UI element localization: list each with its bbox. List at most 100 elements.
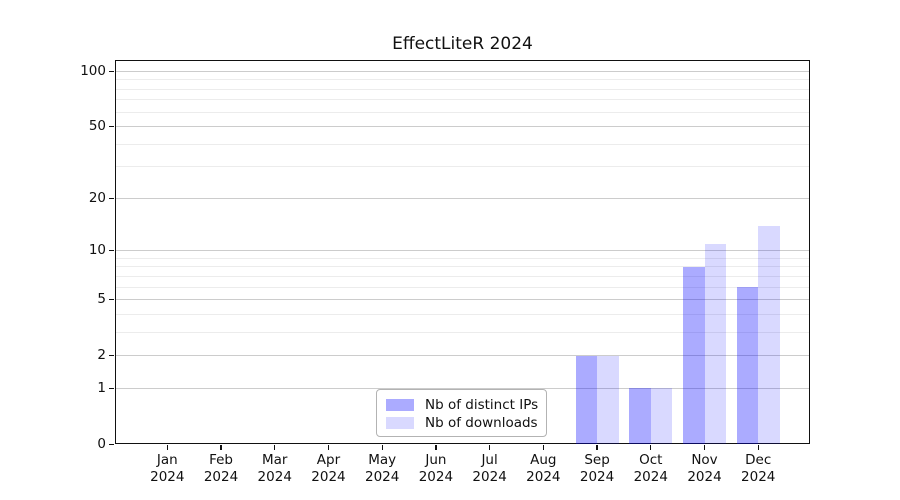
legend-swatch-distinct-ips — [386, 398, 414, 412]
legend-item: Nb of downloads — [386, 414, 538, 432]
x-tick-label-line: Oct — [639, 451, 663, 468]
x-tick-label-line: 2024 — [741, 468, 776, 485]
legend-label: Nb of distinct IPs — [425, 397, 539, 413]
bar-downloads — [597, 355, 619, 445]
gridline-major — [116, 387, 809, 389]
y-tick-label: 50 — [88, 118, 106, 135]
bar-downloads — [758, 225, 780, 445]
gridline-minor — [116, 99, 809, 101]
gridline-major — [116, 355, 809, 357]
y-tick-label: 100 — [80, 63, 106, 79]
x-tick-label: Mar 2024 — [239, 452, 311, 486]
y-tick-mark — [109, 126, 114, 128]
x-tick-mark — [166, 444, 168, 450]
x-tick-label-line: 2024 — [579, 468, 615, 485]
x-tick-mark — [274, 444, 276, 450]
gridline-major — [116, 197, 809, 199]
y-tick-label: 20 — [88, 189, 106, 206]
gridline-minor — [116, 331, 809, 333]
x-tick-label: Feb 2024 — [185, 452, 257, 486]
y-tick-mark — [109, 70, 114, 73]
legend: Nb of distinct IPs Nb of downloads — [376, 389, 547, 437]
y-tick-label: 10 — [88, 242, 106, 259]
y-tick-mark — [109, 197, 114, 200]
legend-label: Nb of downloads — [425, 415, 538, 431]
gridline-minor — [116, 266, 809, 268]
bar-distinct-ips — [575, 355, 598, 445]
x-tick-label: Jun 2024 — [400, 452, 472, 486]
x-tick-label: Oct 2024 — [615, 452, 687, 486]
x-tick-label-line: 2024 — [526, 468, 561, 485]
x-tick-label: Apr 2024 — [292, 452, 364, 486]
y-tick-label: 2 — [97, 347, 106, 364]
y-tick-label: 1 — [97, 379, 106, 396]
gridline-minor — [116, 143, 809, 145]
x-tick-label-line: 2024 — [472, 468, 507, 485]
legend-item: Nb of distinct IPs — [386, 396, 539, 414]
x-tick-label-line: 2024 — [203, 468, 239, 485]
x-tick-label-line: Feb — [209, 451, 233, 468]
x-tick-label-line: Aug — [530, 451, 557, 468]
x-tick-label-line: Apr — [316, 451, 341, 468]
gridline-major — [116, 250, 809, 252]
x-tick-label-line: 2024 — [418, 468, 454, 485]
x-tick-label-line: Nov — [691, 451, 718, 468]
x-tick-label-line: Sep — [584, 451, 610, 468]
gridline-minor — [116, 79, 809, 81]
y-tick-mark — [109, 443, 114, 446]
x-tick-label-line: 2024 — [633, 468, 668, 485]
bar-downloads — [650, 388, 673, 445]
x-tick-mark — [488, 444, 491, 450]
x-tick-label-line: Jun — [425, 451, 447, 468]
gridline-minor — [116, 313, 809, 315]
x-tick-mark — [703, 444, 706, 450]
bar-downloads — [704, 243, 726, 445]
x-tick-label-line: 2024 — [311, 468, 346, 485]
x-tick-label: Aug 2024 — [507, 452, 579, 486]
y-tick-mark — [109, 387, 114, 390]
y-tick-mark — [109, 355, 114, 357]
gridline-minor — [116, 88, 809, 90]
x-tick-label: Jan 2024 — [131, 452, 203, 486]
x-tick-label: May 2024 — [346, 452, 418, 486]
y-tick-label: 5 — [97, 291, 106, 308]
gridline-minor — [116, 111, 809, 113]
x-tick-label-line: 2024 — [687, 468, 722, 485]
x-tick-label-line: May — [368, 451, 397, 468]
y-tick-label: 0 — [97, 436, 106, 452]
x-tick-label: Dec 2024 — [722, 452, 794, 486]
gridline-minor — [116, 275, 809, 277]
x-tick-mark — [327, 444, 330, 450]
gridline-major — [116, 299, 809, 301]
gridline-minor — [116, 286, 809, 288]
x-tick-mark — [650, 444, 652, 450]
gridline-major — [116, 71, 809, 72]
x-tick-label-line: Jul — [481, 451, 498, 468]
gridline-minor — [116, 257, 809, 259]
x-tick-mark — [220, 444, 222, 450]
x-tick-mark — [435, 444, 437, 450]
x-tick-mark — [381, 444, 383, 450]
x-tick-mark — [757, 444, 759, 450]
plot-area: 0 1 2 5 10 20 50 100 Jan 2024 Feb 2024 Mar 2024 Apr 202… — [80, 60, 810, 485]
bar-distinct-ips — [736, 287, 759, 445]
gridline-minor — [116, 166, 809, 168]
x-tick-label-line: 2024 — [257, 468, 292, 485]
x-tick-label: Nov 2024 — [669, 452, 741, 486]
x-tick-mark — [596, 444, 598, 450]
y-tick-mark — [109, 250, 114, 252]
bar-distinct-ips — [683, 266, 705, 445]
gridline-major — [116, 126, 809, 128]
y-tick-mark — [109, 299, 114, 301]
x-tick-label-line: Dec — [745, 451, 772, 468]
x-tick-label-line: Jan — [156, 451, 178, 468]
x-tick-label-line: 2024 — [364, 468, 400, 485]
x-tick-label-line: 2024 — [150, 468, 185, 485]
x-tick-mark — [542, 444, 544, 450]
x-tick-label: Jul 2024 — [454, 452, 526, 486]
x-tick-label: Sep 2024 — [561, 452, 633, 486]
x-tick-label-line: Mar — [261, 451, 288, 468]
legend-swatch-downloads — [386, 416, 414, 430]
chart-title: EffectLiteR 2024 — [392, 34, 533, 54]
